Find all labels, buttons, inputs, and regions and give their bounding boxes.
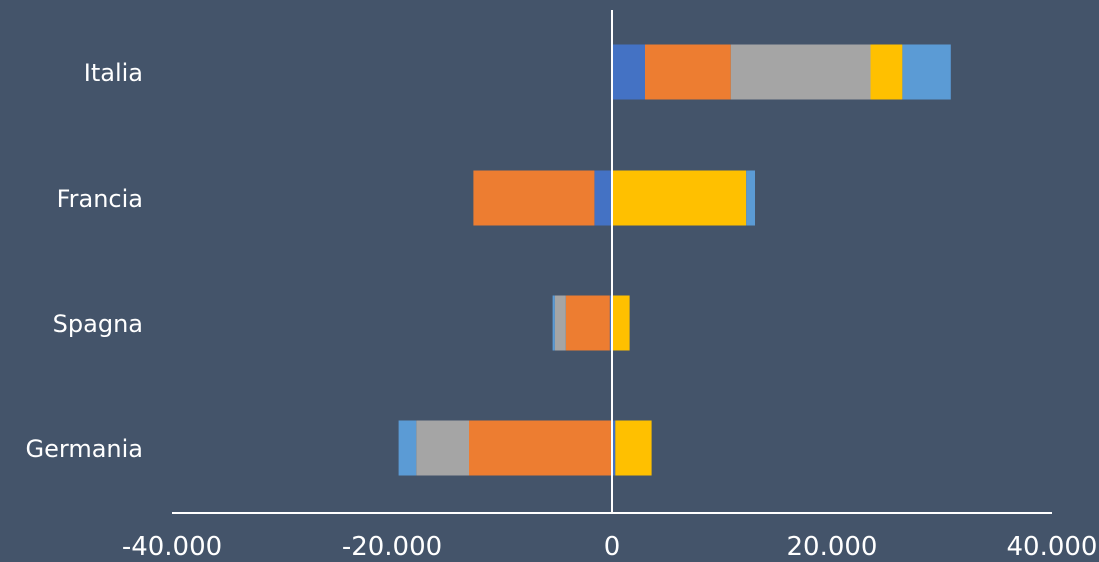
x-tick-label: 40.000 <box>1007 532 1098 558</box>
category-label: Germania <box>26 435 143 463</box>
bar-segment <box>398 420 417 476</box>
x-tick-label: -40.000 <box>122 532 222 558</box>
bar-segment <box>416 420 469 476</box>
bars-group <box>398 44 951 476</box>
bar-segment <box>565 295 610 351</box>
category-label: Spagna <box>53 310 143 338</box>
bar-segment <box>612 44 645 100</box>
bar-segment <box>554 295 566 351</box>
x-tick-label: 20.000 <box>787 532 878 558</box>
bar-segment <box>552 295 555 351</box>
category-label: Italia <box>84 59 143 87</box>
bar-segment <box>730 44 871 100</box>
bar-segment <box>612 295 630 351</box>
x-tick-label: 0 <box>604 532 621 558</box>
axes-group <box>172 10 1052 514</box>
bar-segment <box>612 420 616 476</box>
bar-segment <box>473 170 595 226</box>
x-tick-label: -20.000 <box>342 532 442 558</box>
bar-segment <box>612 170 747 226</box>
bar-segment <box>746 170 755 226</box>
bar-segment <box>469 420 612 476</box>
bar-segment <box>645 44 731 100</box>
bar-segment <box>609 295 612 351</box>
bar-segment <box>870 44 903 100</box>
bar-segment <box>902 44 951 100</box>
category-label: Francia <box>57 185 143 213</box>
labels-group: Italia Francia Spagna Germania -40.000 -20.00… <box>26 59 1098 562</box>
bar-segment <box>615 420 652 476</box>
bar-segment <box>594 170 612 226</box>
